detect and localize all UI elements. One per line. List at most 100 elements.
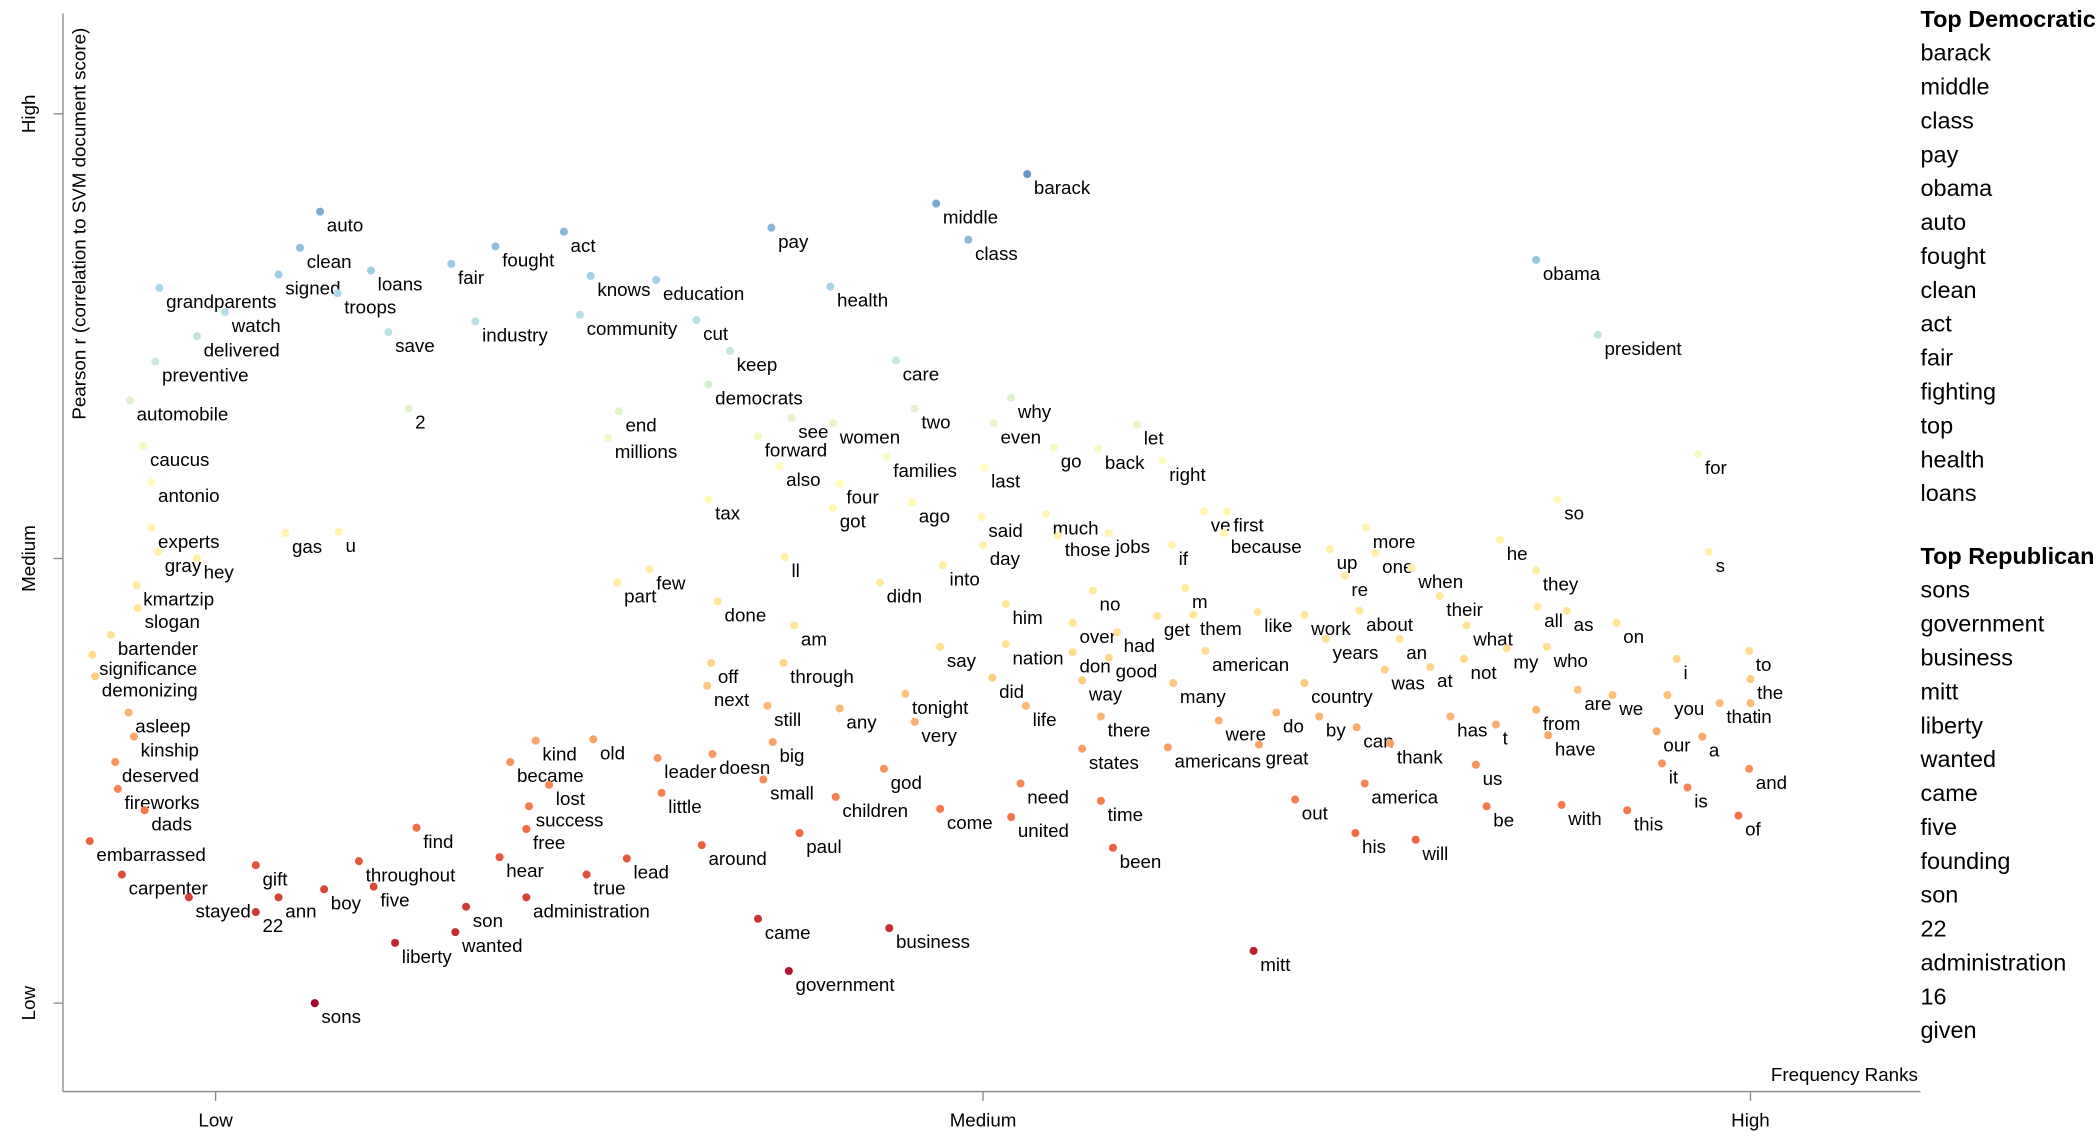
point-label: families xyxy=(893,460,957,481)
point-label: us xyxy=(1483,768,1503,789)
point xyxy=(901,689,910,698)
point xyxy=(882,452,891,461)
point-label: antonio xyxy=(158,485,220,506)
point xyxy=(281,529,290,538)
point xyxy=(582,870,591,879)
point xyxy=(1532,566,1541,575)
point xyxy=(251,908,260,917)
point-label: deserved xyxy=(122,765,199,786)
point-label: will xyxy=(1421,843,1448,864)
point xyxy=(1169,679,1178,688)
point-label: his xyxy=(1362,836,1386,857)
point xyxy=(366,266,375,275)
point xyxy=(384,328,393,337)
side-term: son xyxy=(1921,882,1959,908)
point xyxy=(1096,712,1105,721)
point xyxy=(220,308,230,317)
point-label: dads xyxy=(151,813,192,834)
point-label: wanted xyxy=(461,935,522,956)
point-label: came xyxy=(765,922,811,943)
point-label: women xyxy=(839,426,900,447)
point xyxy=(471,317,480,326)
point xyxy=(1078,676,1087,685)
point xyxy=(113,784,122,793)
point xyxy=(354,857,363,866)
point-label: were xyxy=(1224,724,1266,745)
point-label: paul xyxy=(806,836,841,857)
point-label: is xyxy=(1694,791,1708,812)
point-label: end xyxy=(625,414,656,435)
point xyxy=(879,764,888,773)
point-label: country xyxy=(1311,686,1373,707)
side-term: given xyxy=(1921,1017,1977,1043)
point xyxy=(989,419,998,428)
x-tick-label: Medium xyxy=(950,1109,1017,1130)
point-label: to xyxy=(1756,654,1772,675)
point-label: about xyxy=(1366,614,1414,635)
point-label: america xyxy=(1371,787,1438,808)
point xyxy=(369,882,378,891)
point xyxy=(704,495,713,504)
point xyxy=(988,673,997,682)
point xyxy=(1426,662,1435,671)
point-label: slogan xyxy=(145,611,200,632)
point-label: tonight xyxy=(912,697,969,718)
point xyxy=(1023,170,1032,179)
point xyxy=(1153,612,1162,621)
point-label: gas xyxy=(292,536,322,557)
point xyxy=(451,928,460,937)
point xyxy=(910,717,919,726)
point xyxy=(1553,495,1562,504)
point-label: also xyxy=(786,469,820,490)
point-label: and xyxy=(1756,772,1787,793)
point-label: you xyxy=(1674,698,1704,719)
point-label: don xyxy=(1079,655,1110,676)
point-label: middle xyxy=(943,207,998,228)
point xyxy=(1482,802,1491,811)
point-label: gift xyxy=(263,868,289,889)
point-label: him xyxy=(1013,607,1043,628)
point xyxy=(495,853,504,862)
point-label: president xyxy=(1604,338,1682,359)
point-label: do xyxy=(1283,716,1304,737)
point xyxy=(1542,642,1551,651)
point-label: administration xyxy=(533,900,650,921)
point-label: american xyxy=(1212,654,1289,675)
point-label: kmartzip xyxy=(143,588,214,609)
point xyxy=(1050,443,1059,452)
side-term: top xyxy=(1921,412,1954,438)
point-label: my xyxy=(1513,651,1539,672)
point-label: did xyxy=(999,681,1024,702)
side-term: liberty xyxy=(1921,712,1984,738)
point-label: at xyxy=(1437,670,1453,691)
point-label: got xyxy=(840,511,867,532)
point xyxy=(784,966,793,976)
point xyxy=(885,924,894,933)
point xyxy=(1395,634,1404,643)
point xyxy=(1652,727,1661,736)
point xyxy=(697,841,706,850)
point xyxy=(462,902,471,911)
point-label: gray xyxy=(165,555,202,576)
point-label: was xyxy=(1391,673,1425,694)
point-label: 2 xyxy=(415,412,425,433)
point-label: liberty xyxy=(402,946,453,967)
side-term: wanted xyxy=(1920,746,1997,772)
point-label: became xyxy=(517,765,584,786)
point xyxy=(1371,549,1380,558)
point-label: even xyxy=(1000,426,1041,447)
point xyxy=(795,829,804,838)
point-label: save xyxy=(395,335,435,356)
point-label: t xyxy=(1503,728,1509,749)
side-term: sons xyxy=(1921,577,1970,603)
point-label: last xyxy=(991,471,1021,492)
point-label: next xyxy=(714,689,750,710)
point-label: when xyxy=(1417,571,1463,592)
point xyxy=(657,788,666,797)
point-label: way xyxy=(1088,683,1123,704)
point xyxy=(1704,547,1713,556)
side-term: fighting xyxy=(1921,379,1997,405)
point-label: on xyxy=(1623,626,1644,647)
point xyxy=(117,870,126,879)
